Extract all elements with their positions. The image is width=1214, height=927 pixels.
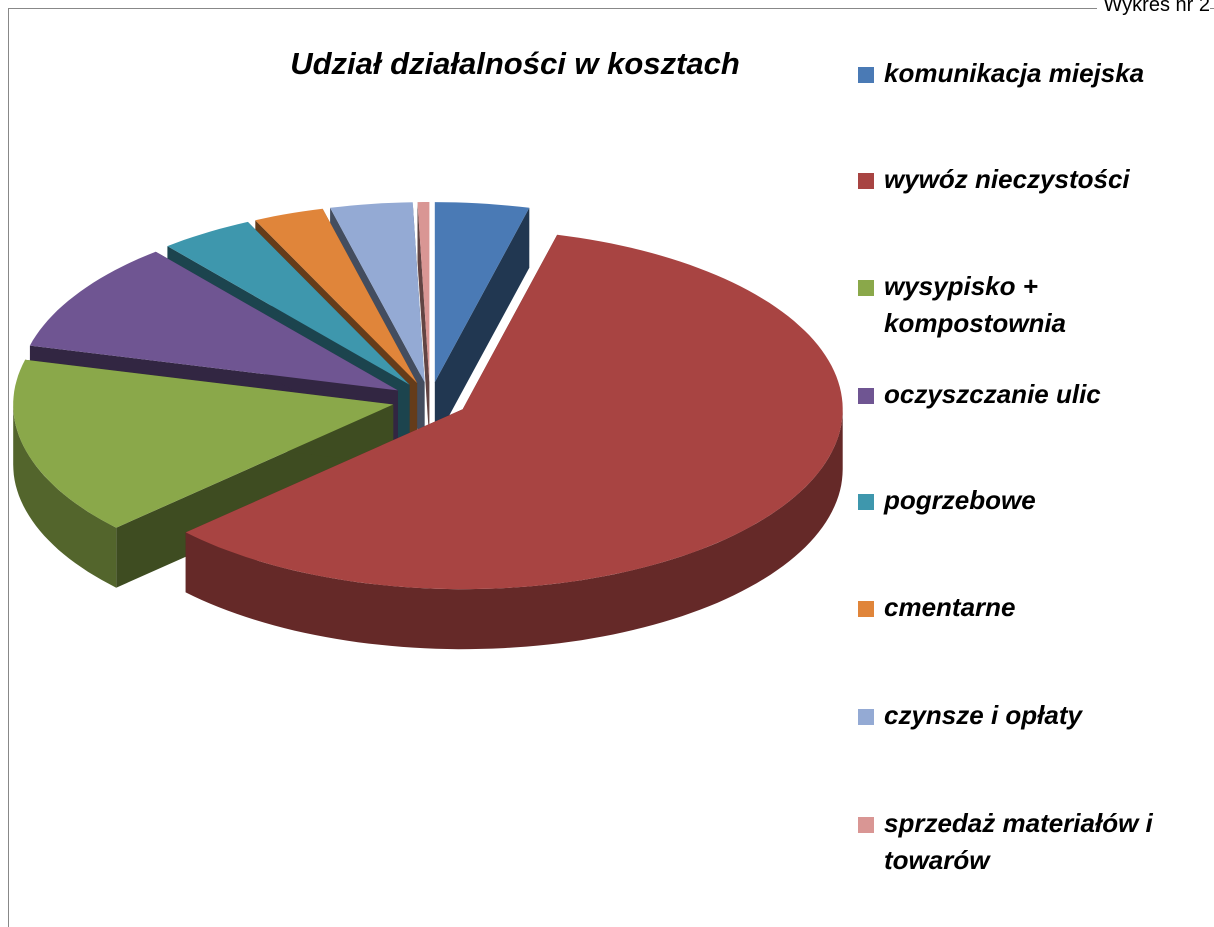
legend-item: komunikacja miejska xyxy=(858,55,1198,92)
legend-label: sprzedaż materiałów i towarów xyxy=(884,808,1153,875)
pie-slice xyxy=(330,202,425,383)
legend-swatch xyxy=(858,709,874,725)
legend-label: cmentarne xyxy=(884,592,1016,622)
legend-label: wywóz nieczystości xyxy=(884,164,1130,194)
pie-slice-group xyxy=(185,234,843,650)
pie-slice-group xyxy=(13,359,394,588)
legend-item: oczyszczanie ulic xyxy=(858,376,1198,413)
legend-item: sprzedaż materiałów i towarów xyxy=(858,805,1198,879)
slice-rim xyxy=(13,404,117,588)
legend-item: wysypisko + kompostownia xyxy=(858,268,1198,342)
legend-item: czynsze i opłaty xyxy=(858,697,1198,734)
legend-item: pogrzebowe xyxy=(858,482,1198,519)
legend-swatch xyxy=(858,280,874,296)
legend-swatch xyxy=(858,601,874,617)
pie-slice xyxy=(29,251,398,391)
legend-swatch xyxy=(858,388,874,404)
legend-swatch xyxy=(858,173,874,189)
pie-slice-group xyxy=(417,202,430,442)
legend-label: wysypisko + kompostownia xyxy=(884,271,1067,338)
chart-title: Udział działalności w kosztach xyxy=(290,46,740,81)
legend-swatch xyxy=(858,494,874,510)
pie-slice xyxy=(13,359,394,528)
legend-swatch xyxy=(858,67,874,83)
pie-slice xyxy=(255,208,418,384)
page-label: Wykres nr 2 xyxy=(1097,0,1210,17)
legend-item: wywóz nieczystości xyxy=(858,161,1198,198)
pie-slice xyxy=(185,234,843,590)
slice-side xyxy=(417,202,430,442)
legend-item: cmentarne xyxy=(858,589,1198,626)
legend-label: pogrzebowe xyxy=(884,485,1036,515)
slice-rim xyxy=(185,409,843,650)
pie-slice xyxy=(167,221,410,385)
legend-label: komunikacja miejska xyxy=(884,58,1145,88)
legend-label: czynsze i opłaty xyxy=(884,700,1082,730)
slice-side xyxy=(434,207,530,443)
pie-slice xyxy=(434,202,530,383)
legend-label: oczyszczanie ulic xyxy=(884,379,1101,409)
pie-slice-group xyxy=(434,202,530,443)
pie-slice xyxy=(417,202,430,382)
chart-frame xyxy=(8,8,1214,927)
legend-swatch xyxy=(858,817,874,833)
